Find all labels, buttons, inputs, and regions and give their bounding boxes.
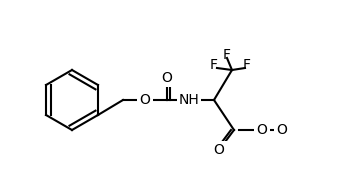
Text: O: O: [213, 143, 224, 157]
Text: O: O: [257, 123, 267, 137]
Text: O: O: [276, 123, 287, 137]
Text: O: O: [161, 71, 172, 85]
Text: F: F: [243, 58, 251, 72]
Text: F: F: [223, 48, 231, 62]
Text: O: O: [139, 93, 150, 107]
Text: F: F: [210, 58, 218, 72]
Text: NH: NH: [179, 93, 199, 107]
